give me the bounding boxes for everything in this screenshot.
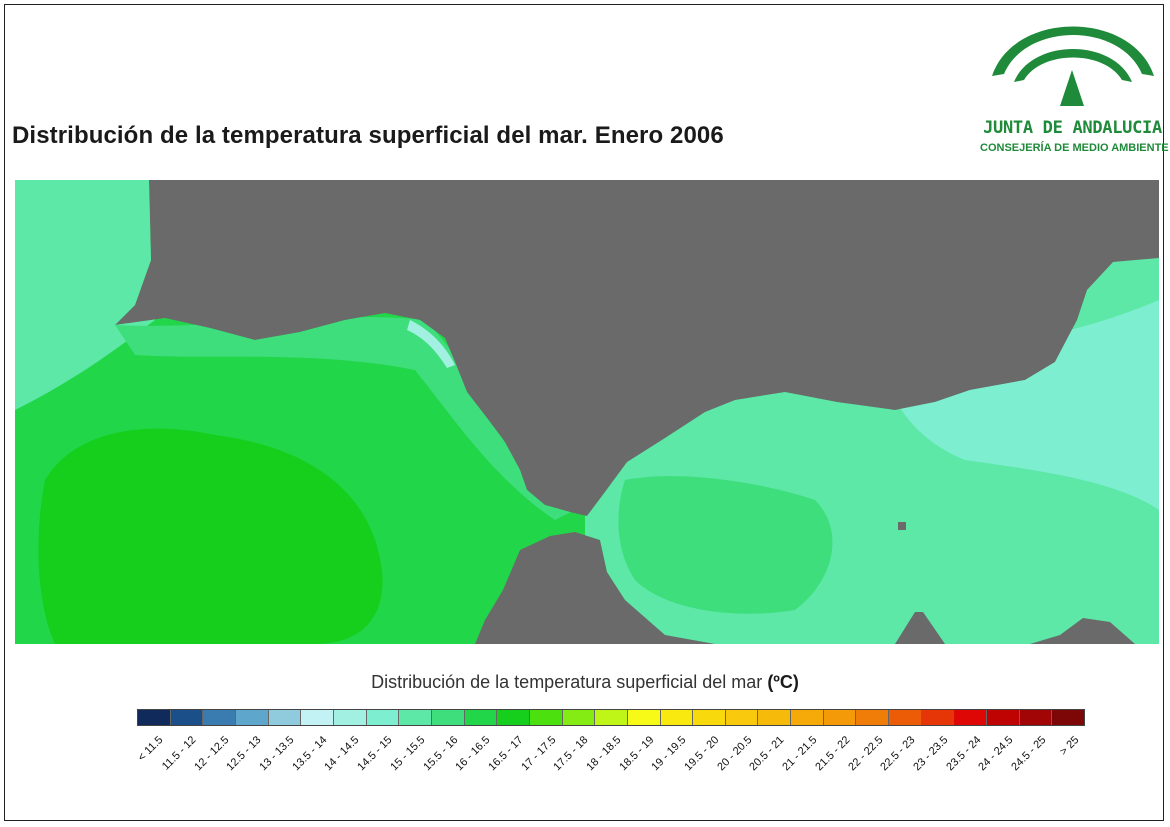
- legend-swatch: [693, 710, 726, 725]
- legend-label: 17.5 - 18: [551, 734, 591, 774]
- legend-label: 12 - 12.5: [192, 734, 232, 774]
- legend-label: 22.5 - 23: [878, 734, 918, 774]
- legend-labels: < 11.5 11.5 - 12 12 - 12.5 12.5 - 13 13 - 13…: [135, 730, 1085, 790]
- legend-label: 23 - 23.5: [911, 734, 951, 774]
- legend-swatch: [203, 710, 236, 725]
- legend-label: 11.5 - 12: [159, 734, 199, 773]
- legend-swatch: [235, 710, 269, 725]
- sea-zone-east-warm: [618, 476, 833, 614]
- legend-swatch: [627, 710, 661, 725]
- legend-label: 16.5 - 17: [486, 734, 526, 774]
- legend-swatch: [595, 710, 628, 725]
- legend-swatch: [170, 710, 204, 725]
- legend-label: 21.5 - 22: [813, 734, 853, 774]
- legend-swatch: [333, 710, 367, 725]
- legend-label: 22 - 22.5: [846, 734, 886, 774]
- logo-name: JUNTA DE ANDALUCIA: [983, 118, 1162, 138]
- legend-swatch: [954, 710, 988, 725]
- legend-swatch: [889, 710, 922, 725]
- legend-label: > 25: [1057, 734, 1082, 758]
- legend-label: 24 - 24.5: [976, 734, 1016, 774]
- legend-swatch: [464, 710, 498, 725]
- legend-label: 20.5 - 21: [747, 734, 787, 774]
- legend-swatch: [562, 710, 596, 725]
- legend-label: 12.5 - 13: [224, 734, 264, 774]
- legend-label: 16 - 16.5: [453, 734, 493, 774]
- legend-label: 13 - 13.5: [257, 734, 297, 774]
- logo-emblem-icon: [992, 26, 1154, 106]
- legend-swatch: [366, 710, 400, 725]
- legend-title: Distribución de la temperatura superfici…: [0, 672, 1170, 693]
- legend-swatch: [758, 710, 792, 725]
- land-islet: [898, 522, 906, 530]
- legend-label: 13.5 - 14: [290, 734, 330, 774]
- legend-swatch: [1052, 710, 1085, 725]
- legend-swatch: [725, 710, 759, 725]
- sea-temperature-map: [15, 180, 1159, 644]
- sea-zone-west-core: [38, 428, 383, 644]
- legend-swatch: [791, 710, 824, 725]
- legend-title-text: Distribución de la temperatura superfici…: [371, 672, 763, 692]
- legend-label: 14.5 - 15: [355, 734, 395, 774]
- legend-swatch: [301, 710, 334, 725]
- sea-zone-coast-strip: [407, 320, 455, 368]
- legend-label: 23.5 - 24: [944, 734, 984, 774]
- legend-label: 15 - 15.5: [388, 734, 428, 774]
- legend-label: 15.5 - 16: [421, 734, 461, 774]
- legend-label: 18 - 18.5: [584, 734, 624, 774]
- legend-label: < 11.5: [135, 734, 166, 764]
- legend-swatch: [497, 710, 530, 725]
- legend-swatch: [138, 710, 171, 725]
- legend-swatch: [987, 710, 1020, 725]
- legend-label: 17 - 17.5: [519, 734, 559, 774]
- legend-label: 24.5 - 25: [1009, 734, 1049, 774]
- logo-subtitle: CONSEJERÍA DE MEDIO AMBIENTE: [980, 142, 1169, 154]
- legend-unit: (ºC): [767, 672, 799, 692]
- sea-zone-west-north: [15, 180, 155, 410]
- legend-label: 14 - 14.5: [322, 734, 362, 774]
- legend-swatch: [921, 710, 955, 725]
- legend-swatch: [529, 710, 563, 725]
- legend-swatch: [1019, 710, 1053, 725]
- legend-color-bar: [137, 709, 1085, 726]
- junta-de-andalucia-logo: JUNTA DE ANDALUCIA CONSEJERÍA DE MEDIO A…: [980, 14, 1169, 164]
- legend-label: 19 - 19.5: [649, 734, 689, 774]
- legend-label: 20 - 20.5: [715, 734, 755, 774]
- legend-swatch: [856, 710, 890, 725]
- legend-swatch: [399, 710, 432, 725]
- legend-swatch: [431, 710, 465, 725]
- legend-label: 19.5 - 20: [682, 734, 722, 774]
- legend-label: 18.5 - 19: [617, 734, 657, 774]
- map-title: Distribución de la temperatura superfici…: [12, 122, 724, 149]
- legend-swatch: [823, 710, 857, 725]
- legend-swatch: [268, 710, 302, 725]
- legend-swatch: [660, 710, 694, 725]
- legend-label: 21 - 21.5: [780, 734, 820, 774]
